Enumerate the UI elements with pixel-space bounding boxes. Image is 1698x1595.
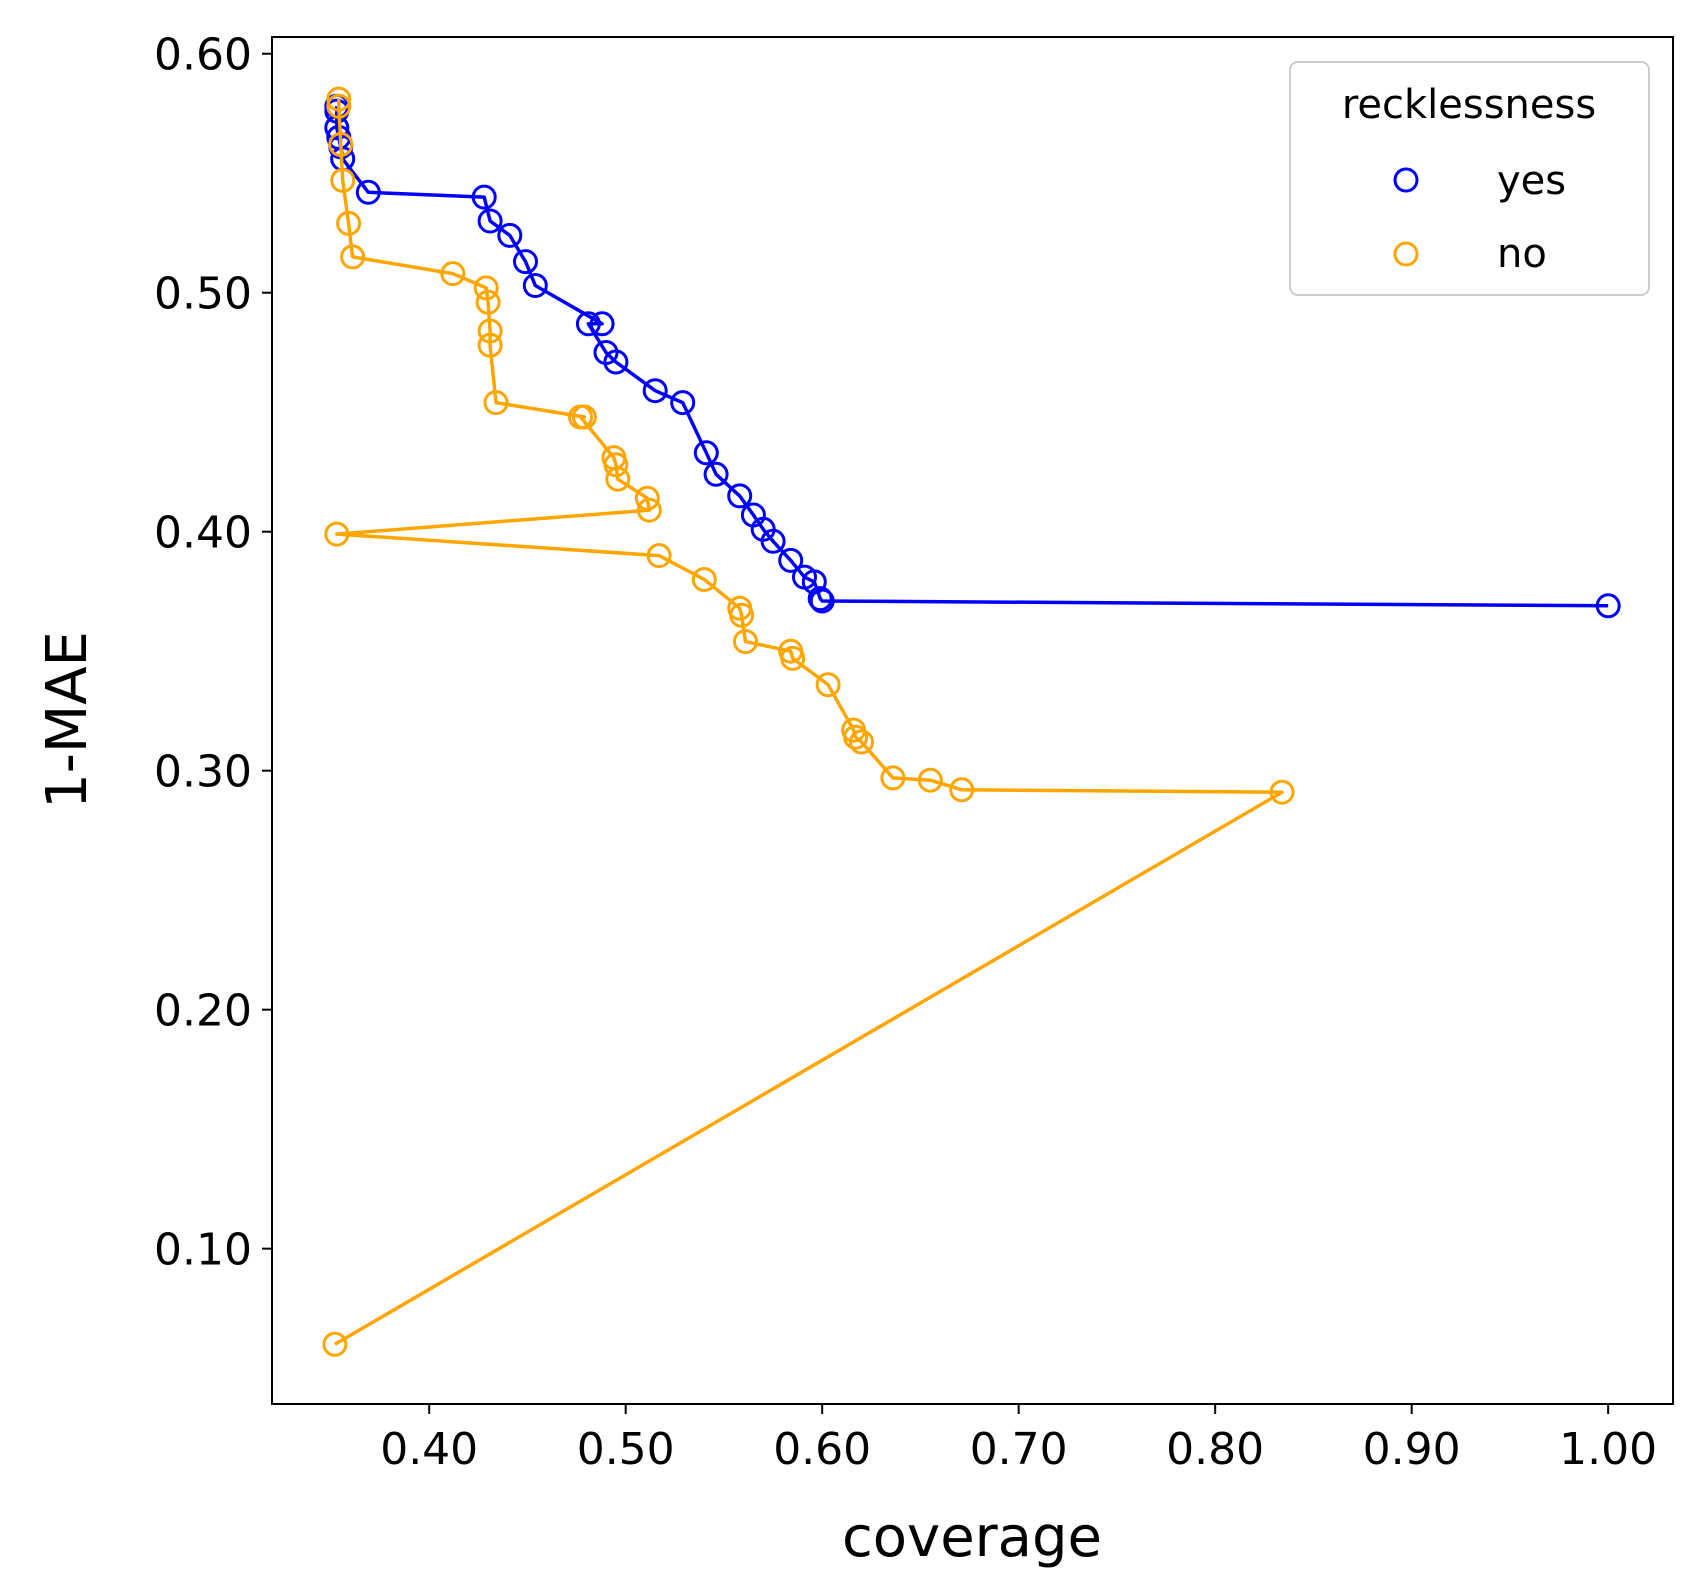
y-tick-label: 0.40	[154, 508, 252, 559]
data-point-no	[729, 602, 755, 628]
x-axis-label: coverage	[842, 1505, 1102, 1570]
y-axis: 0.10 0.20 0.30 0.40 0.50 0.60	[154, 30, 272, 1276]
series-line-no	[334, 99, 1284, 1346]
legend-label-yes: yes	[1497, 158, 1566, 204]
data-point-yes	[497, 222, 523, 248]
data-point-yes	[809, 588, 835, 614]
data-point-no	[646, 543, 672, 569]
data-point-yes	[703, 461, 729, 487]
x-tick-label: 0.60	[773, 1424, 871, 1475]
data-point-yes	[778, 547, 804, 573]
data-point-no	[843, 724, 869, 750]
data-point-yes	[807, 586, 833, 612]
data-point-no	[477, 332, 503, 358]
y-tick-label: 0.20	[154, 986, 252, 1037]
x-tick-label: 0.50	[577, 1424, 675, 1475]
legend-box	[1289, 61, 1650, 296]
x-tick-label: 1.00	[1559, 1424, 1657, 1475]
data-point-no	[636, 497, 662, 523]
data-point-no	[477, 318, 503, 344]
data-point-no	[815, 672, 841, 698]
y-tick-label: 0.60	[154, 30, 252, 81]
data-point-no	[605, 466, 631, 492]
data-point-yes	[471, 184, 497, 210]
data-point-no	[949, 777, 975, 803]
y-tick-label: 0.30	[154, 747, 252, 798]
data-point-no	[634, 485, 660, 511]
legend: recklessness yes no	[1289, 61, 1650, 296]
data-point-yes	[1595, 593, 1621, 619]
legend-title: recklessness	[1342, 82, 1596, 128]
y-tick-label: 0.50	[154, 269, 252, 320]
data-point-yes	[727, 483, 753, 509]
data-point-yes	[355, 179, 381, 205]
data-point-no	[691, 567, 717, 592]
legend-label-no: no	[1497, 231, 1547, 277]
data-point-no	[475, 289, 501, 315]
data-point-no	[326, 86, 352, 112]
data-point-no	[340, 244, 366, 270]
data-point-yes	[760, 528, 786, 554]
x-tick-label: 0.90	[1363, 1424, 1461, 1475]
data-point-yes	[642, 378, 668, 404]
x-tick-label: 0.80	[1166, 1424, 1264, 1475]
data-point-yes	[670, 390, 696, 416]
data-point-no	[849, 729, 874, 755]
x-axis: 0.40 0.50 0.60 0.70 0.80 0.90 1.00	[380, 1404, 1657, 1475]
data-point-no	[880, 765, 906, 791]
y-axis-label: 1-MAE	[35, 631, 100, 809]
series-layer	[322, 86, 1621, 1357]
data-point-yes	[693, 440, 719, 466]
data-point-yes	[513, 249, 538, 275]
x-tick-label: 0.40	[380, 1424, 478, 1475]
data-point-no	[324, 521, 350, 547]
data-point-no	[917, 767, 943, 793]
data-point-no	[336, 210, 362, 236]
data-point-no	[440, 261, 466, 287]
data-point-no	[473, 275, 499, 301]
legend-marker-yes	[1393, 167, 1419, 193]
data-point-no	[328, 132, 354, 157]
data-point-yes	[575, 311, 601, 337]
y-tick-label: 0.10	[154, 1225, 252, 1276]
data-point-no	[483, 390, 509, 416]
data-point-yes	[589, 311, 615, 337]
data-point-yes	[603, 349, 629, 375]
data-point-no	[1269, 779, 1295, 805]
data-point-yes	[477, 208, 503, 234]
plot-frame	[271, 36, 1674, 1405]
data-point-no	[330, 167, 356, 193]
legend-marker-no	[1393, 241, 1419, 267]
series-no	[322, 86, 1295, 1357]
data-point-no	[733, 629, 758, 655]
data-point-no	[322, 1331, 348, 1357]
data-point-no	[326, 93, 352, 119]
data-point-no	[571, 404, 597, 430]
data-point-no	[603, 452, 629, 478]
x-tick-label: 0.70	[970, 1424, 1068, 1475]
data-point-yes	[522, 273, 548, 298]
data-point-no	[780, 645, 806, 671]
